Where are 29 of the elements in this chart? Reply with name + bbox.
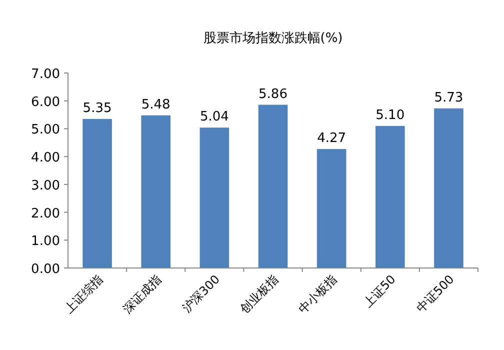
y-tick-label: 7.00 — [31, 67, 60, 82]
y-tick-label: 6.00 — [31, 94, 60, 110]
data-label: 5.04 — [200, 110, 229, 125]
chart-title: 股票市场指数涨跌幅(%) — [203, 31, 343, 46]
y-tick-label: 4.00 — [31, 150, 60, 166]
y-tick-label: 3.00 — [31, 178, 60, 194]
x-tick-label: 中小板指 — [296, 272, 340, 316]
y-tick-label: 2.00 — [31, 206, 60, 222]
data-label: 5.48 — [141, 97, 170, 112]
x-tick-label: 深证成指 — [120, 272, 164, 316]
bar — [258, 104, 288, 268]
data-label: 5.73 — [434, 90, 464, 106]
data-label: 5.86 — [258, 86, 288, 102]
bar — [376, 126, 405, 268]
x-tick-label: 沪深300 — [179, 272, 223, 316]
y-tick-label: 5.00 — [31, 122, 60, 138]
x-tick-label: 上证综指 — [62, 272, 106, 316]
y-tick-label: 1.00 — [31, 234, 60, 250]
x-tick-label: 创业板指 — [237, 272, 282, 316]
bar — [316, 149, 346, 268]
bar — [141, 115, 170, 268]
data-label: 5.10 — [376, 108, 405, 123]
data-label: 4.27 — [317, 131, 346, 146]
bar — [82, 118, 112, 268]
bar — [434, 108, 464, 268]
y-tick-label: 0.00 — [31, 262, 60, 277]
data-label: 5.35 — [82, 100, 112, 116]
bar — [200, 128, 230, 268]
x-tick-label: 上证50 — [360, 272, 398, 310]
